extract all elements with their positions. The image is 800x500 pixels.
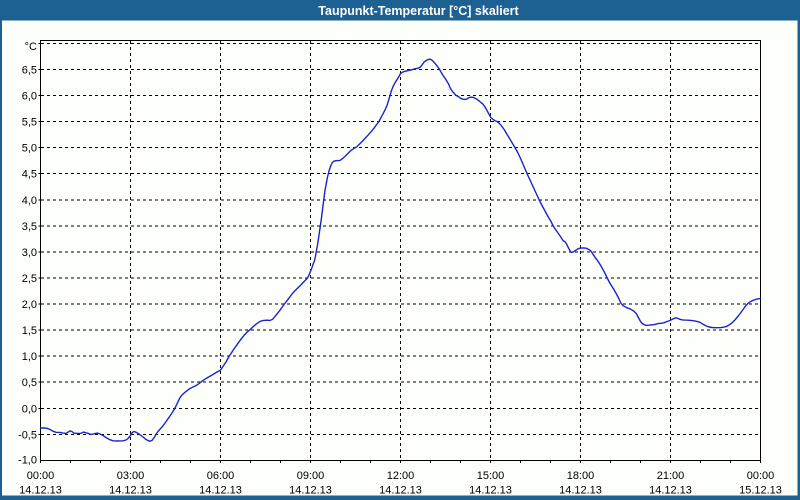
svg-text:3,0: 3,0 [22,247,37,259]
svg-text:14.12.13: 14.12.13 [469,485,512,497]
svg-text:21:00: 21:00 [657,470,685,482]
svg-text:3,5: 3,5 [22,221,37,233]
svg-text:15.12.13: 15.12.13 [739,485,782,497]
svg-text:-1,0: -1,0 [18,454,37,466]
svg-text:14.12.13: 14.12.13 [109,485,152,497]
svg-text:4,5: 4,5 [22,169,37,181]
svg-text:15:00: 15:00 [477,470,505,482]
svg-text:6,0: 6,0 [22,91,37,103]
svg-text:09:00: 09:00 [297,470,325,482]
svg-text:12:00: 12:00 [387,470,415,482]
svg-text:4,0: 4,0 [22,195,37,207]
svg-text:0,0: 0,0 [22,403,37,415]
svg-text:2,5: 2,5 [22,273,37,285]
svg-text:Taupunkt-Temperatur [°C] skali: Taupunkt-Temperatur [°C] skaliert [318,4,519,18]
svg-text:-0,5: -0,5 [18,429,37,441]
svg-text:03:00: 03:00 [117,470,145,482]
svg-text:5,5: 5,5 [22,117,37,129]
svg-text:14.12.13: 14.12.13 [289,485,332,497]
svg-text:14.12.13: 14.12.13 [199,485,242,497]
svg-text:5,0: 5,0 [22,143,37,155]
svg-text:00:00: 00:00 [27,470,55,482]
svg-text:2,0: 2,0 [22,299,37,311]
svg-text:°C: °C [25,41,37,53]
svg-text:14.12.13: 14.12.13 [649,485,692,497]
svg-text:1,0: 1,0 [22,351,37,363]
svg-text:18:00: 18:00 [567,470,595,482]
svg-text:6,5: 6,5 [22,65,37,77]
svg-text:14.12.13: 14.12.13 [559,485,602,497]
svg-text:1,5: 1,5 [22,325,37,337]
svg-text:14.12.13: 14.12.13 [379,485,422,497]
svg-text:14.12.13: 14.12.13 [19,485,62,497]
svg-text:00:00: 00:00 [747,470,775,482]
svg-text:06:00: 06:00 [207,470,235,482]
svg-text:0,5: 0,5 [22,377,37,389]
